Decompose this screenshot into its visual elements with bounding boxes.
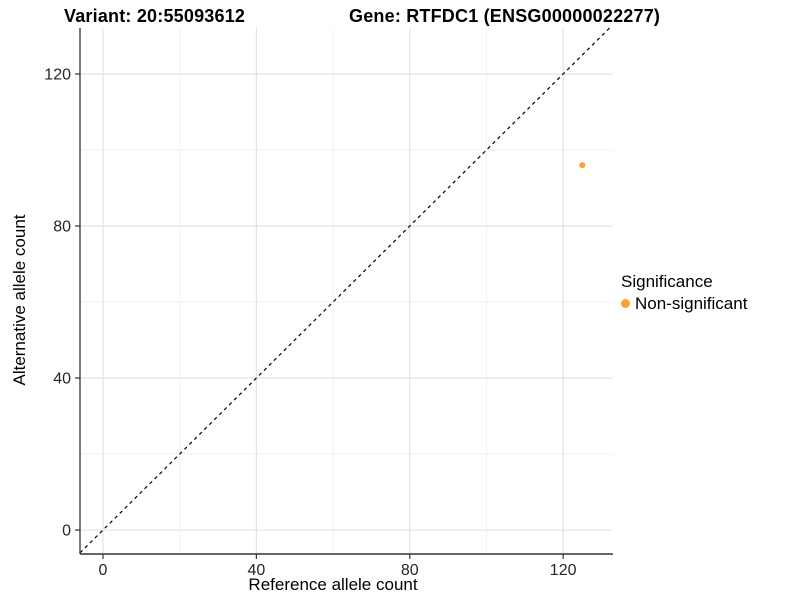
legend: Significance Non-significant — [621, 271, 747, 313]
x-tick-label: 0 — [99, 562, 108, 579]
y-axis-title: Alternative allele count — [10, 214, 29, 386]
variant-title: Variant: 20:55093612 — [64, 6, 246, 26]
data-point — [579, 162, 586, 169]
legend-key-dot — [621, 299, 630, 308]
legend-item-label: Non-significant — [635, 294, 748, 313]
y-tick-label: 80 — [53, 219, 71, 236]
y-tick-label: 0 — [62, 523, 71, 540]
y-tick-label: 40 — [53, 371, 71, 388]
identity-line — [79, 27, 610, 554]
x-tick-label: 80 — [401, 562, 419, 579]
x-tick-label: 120 — [550, 562, 577, 579]
x-tick-label: 40 — [247, 562, 265, 579]
legend-item: Non-significant — [621, 294, 747, 313]
legend-title: Significance — [621, 272, 713, 291]
x-axis-title: Reference allele count — [248, 575, 418, 594]
gene-title: Gene: RTFDC1 (ENSG00000022277) — [349, 6, 661, 26]
y-tick-label: 120 — [44, 66, 71, 83]
